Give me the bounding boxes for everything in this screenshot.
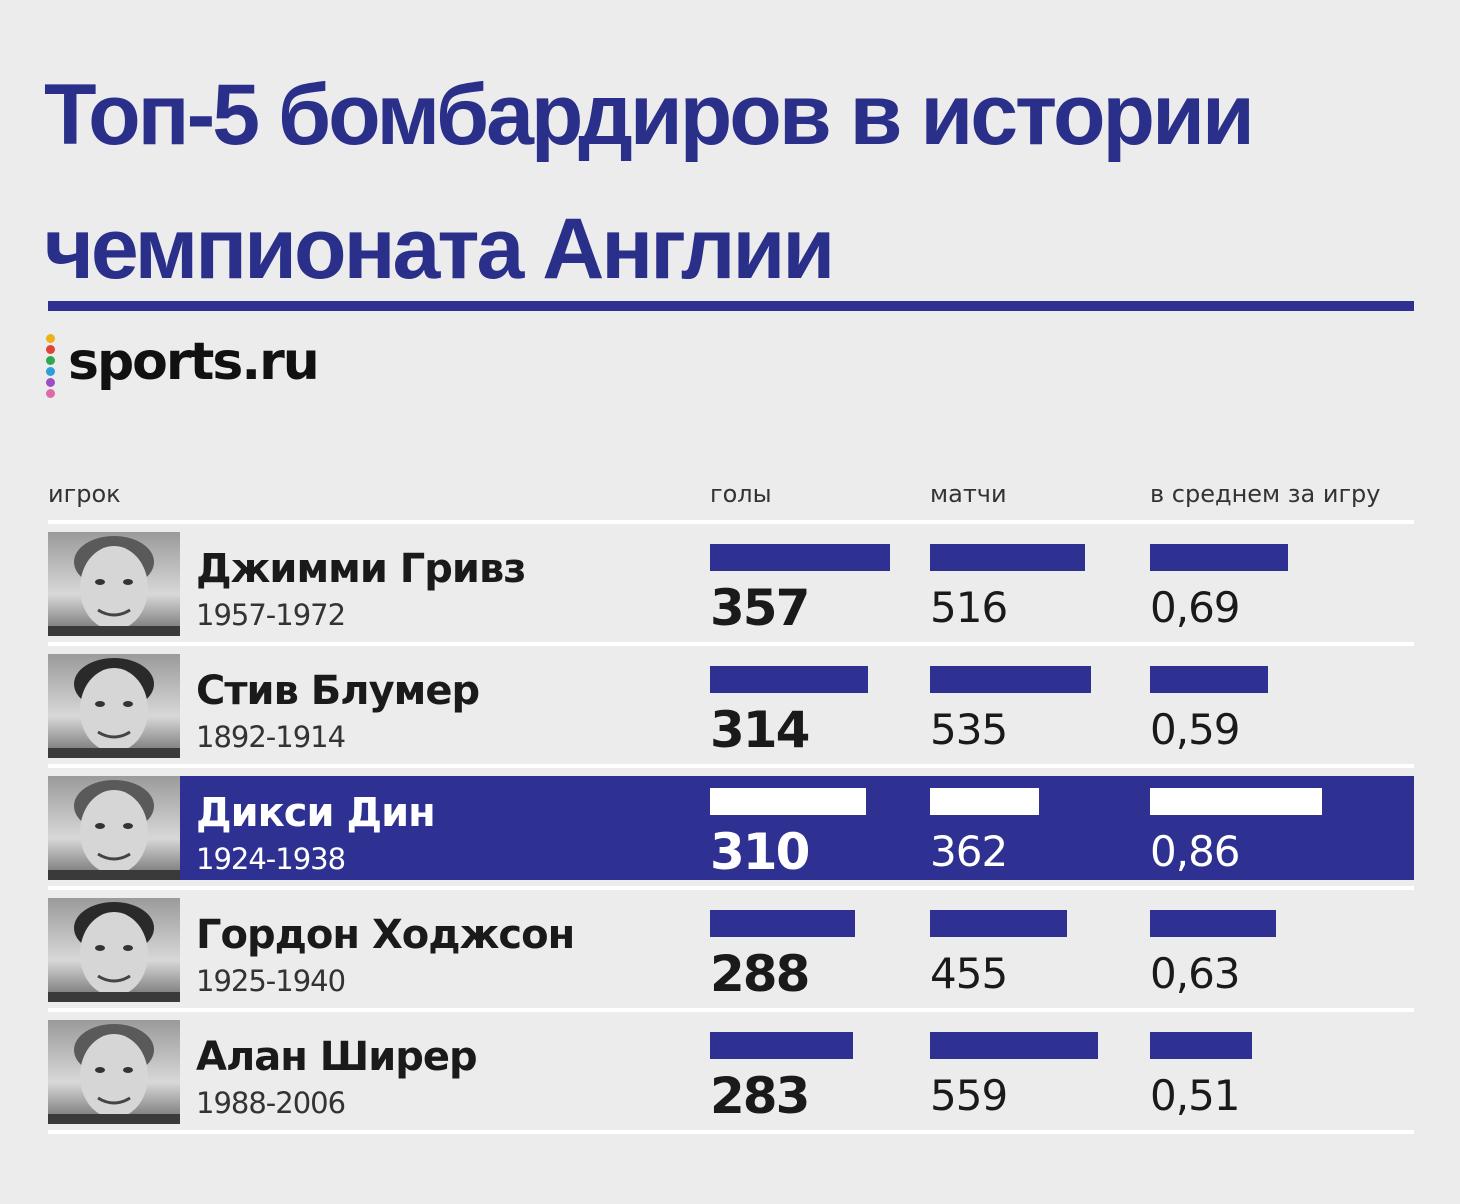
table-row: Алан Ширер 1988-2006 283 559 0,51 xyxy=(48,1020,1414,1124)
goals-value: 314 xyxy=(710,701,810,759)
column-header-matches: матчи xyxy=(930,480,1007,508)
player-name: Джимми Гривз xyxy=(196,546,527,592)
matches-value: 455 xyxy=(930,949,1008,998)
matches-value: 535 xyxy=(930,705,1008,754)
average-bar xyxy=(1150,666,1268,693)
average-bar xyxy=(1150,910,1276,937)
row-separator xyxy=(48,764,1414,768)
average-value: 0,63 xyxy=(1150,949,1241,998)
matches-bar xyxy=(930,788,1039,815)
row-separator xyxy=(48,520,1414,524)
row-separator xyxy=(48,1008,1414,1012)
player-photo xyxy=(48,532,180,636)
goals-value: 283 xyxy=(710,1067,810,1125)
goals-bar xyxy=(710,666,868,693)
column-header-goals: голы xyxy=(710,480,772,508)
player-name: Гордон Ходжсон xyxy=(196,912,575,958)
average-bar xyxy=(1150,788,1322,815)
goals-bar xyxy=(710,1032,853,1059)
logo-dot xyxy=(46,378,55,387)
matches-bar xyxy=(930,544,1085,571)
column-header-average: в среднем за игру xyxy=(1150,480,1381,508)
player-photo xyxy=(48,898,180,1002)
logo-dot xyxy=(46,389,55,398)
player-photo xyxy=(48,654,180,758)
row-separator xyxy=(48,886,1414,890)
column-header-player: игрок xyxy=(48,480,121,508)
average-value: 0,86 xyxy=(1150,827,1241,876)
logo-text: sports.ru xyxy=(68,332,320,392)
title-line-2: чемпионата Англии xyxy=(44,201,835,297)
matches-bar xyxy=(930,666,1091,693)
player-name: Стив Блумер xyxy=(196,668,480,714)
logo-dot xyxy=(46,356,55,365)
player-name: Алан Ширер xyxy=(196,1034,478,1080)
matches-bar xyxy=(930,1032,1098,1059)
goals-value: 310 xyxy=(710,823,810,881)
average-value: 0,51 xyxy=(1150,1071,1241,1120)
row-separator xyxy=(48,1130,1414,1134)
player-photo xyxy=(48,776,180,880)
title-line-1: Топ-5 бомбардиров в истории xyxy=(44,67,1255,163)
title-divider xyxy=(48,301,1414,311)
table-row: Джимми Гривз 1957-1972 357 516 0,69 xyxy=(48,532,1414,636)
player-photo xyxy=(48,1020,180,1124)
player-years: 1988-2006 xyxy=(196,1086,346,1120)
average-value: 0,59 xyxy=(1150,705,1241,754)
goals-bar xyxy=(710,544,890,571)
matches-value: 516 xyxy=(930,583,1008,632)
chart-title: Топ-5 бомбардиров в истории чемпионата А… xyxy=(44,48,1424,316)
matches-value: 559 xyxy=(930,1071,1008,1120)
logo-dot xyxy=(46,367,55,376)
matches-bar xyxy=(930,910,1067,937)
logo-dots-icon xyxy=(46,334,58,398)
player-years: 1925-1940 xyxy=(196,964,346,998)
logo-dot xyxy=(46,334,55,343)
logo-dot xyxy=(46,345,55,354)
average-value: 0,69 xyxy=(1150,583,1241,632)
average-bar xyxy=(1150,1032,1252,1059)
player-years: 1957-1972 xyxy=(196,598,346,632)
player-years: 1924-1938 xyxy=(196,842,346,876)
matches-value: 362 xyxy=(930,827,1008,876)
row-separator xyxy=(48,642,1414,646)
table-row: Гордон Ходжсон 1925-1940 288 455 0,63 xyxy=(48,898,1414,1002)
player-name: Дикси Дин xyxy=(196,790,436,836)
goals-value: 288 xyxy=(710,945,810,1003)
table-row: Дикси Дин 1924-1938 310 362 0,86 xyxy=(48,776,1414,880)
goals-value: 357 xyxy=(710,579,810,637)
average-bar xyxy=(1150,544,1288,571)
table-row: Стив Блумер 1892-1914 314 535 0,59 xyxy=(48,654,1414,758)
goals-bar xyxy=(710,788,866,815)
goals-bar xyxy=(710,910,855,937)
player-years: 1892-1914 xyxy=(196,720,346,754)
